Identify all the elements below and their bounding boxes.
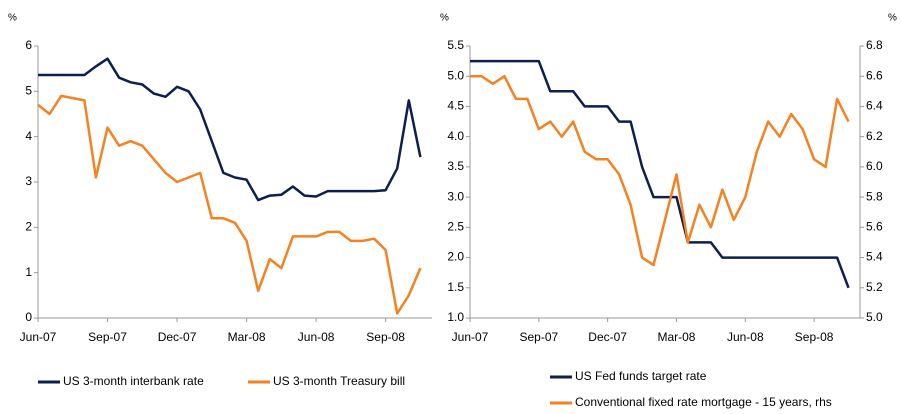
y-tick-label: 5.0 <box>447 68 464 82</box>
y2-unit: % <box>888 13 897 24</box>
y-tick-label: 6 <box>25 38 32 52</box>
y-tick-label: 4.5 <box>447 99 464 113</box>
x-tick-label: Sep-07 <box>519 330 558 344</box>
legend-label: US 3-month interbank rate <box>63 374 204 388</box>
y2-tick-label: 6.0 <box>866 159 883 173</box>
legend-label: US Fed funds target rate <box>575 369 707 383</box>
y2-tick-label: 6.8 <box>866 38 883 52</box>
y2-tick-label: 5.8 <box>866 189 883 203</box>
legend-label: US 3-month Treasury bill <box>273 374 405 388</box>
series-line <box>470 74 850 267</box>
y-tick-label: 4.0 <box>447 129 464 143</box>
x-tick-label: Sep-07 <box>88 330 127 344</box>
y-tick-label: 1.5 <box>447 280 464 294</box>
series-line <box>37 94 422 315</box>
y-tick-label: 5 <box>25 84 32 98</box>
y-tick-label: 4 <box>25 129 32 143</box>
x-tick-label: Sep-08 <box>795 330 834 344</box>
series-line <box>470 59 850 289</box>
y-tick-label: 2.0 <box>447 250 464 264</box>
y-tick-label: 1.0 <box>447 310 464 324</box>
y-tick-label: 3.5 <box>447 159 464 173</box>
x-tick-label: Dec-07 <box>588 330 627 344</box>
y2-tick-label: 5.2 <box>866 280 883 294</box>
x-tick-label: Jun-07 <box>20 330 57 344</box>
y-tick-label: 0 <box>25 310 32 324</box>
x-tick-label: Jun-08 <box>298 330 335 344</box>
y-unit: % <box>8 13 17 24</box>
y-tick-label: 3.0 <box>447 189 464 203</box>
y2-tick-label: 5.4 <box>866 250 883 264</box>
series-line <box>38 57 422 202</box>
y-tick-label: 2.5 <box>447 220 464 234</box>
x-tick-label: Sep-08 <box>366 330 405 344</box>
x-tick-label: Dec-07 <box>158 330 197 344</box>
y-unit: % <box>440 13 449 24</box>
y2-tick-label: 6.2 <box>866 129 883 143</box>
y-tick-label: 1 <box>25 265 32 279</box>
y2-tick-label: 6.6 <box>866 68 883 82</box>
x-tick-label: Jun-07 <box>452 330 489 344</box>
y2-tick-label: 5.6 <box>866 220 883 234</box>
x-tick-label: Mar-08 <box>657 330 695 344</box>
y-tick-label: 3 <box>25 174 32 188</box>
y-tick-label: 2 <box>25 220 32 234</box>
y-tick-label: 5.5 <box>447 38 464 52</box>
y2-tick-label: 6.4 <box>866 99 883 113</box>
x-tick-label: Mar-08 <box>228 330 266 344</box>
x-tick-label: Jun-08 <box>727 330 764 344</box>
y2-tick-label: 5.0 <box>866 310 883 324</box>
legend-label: Conventional fixed rate mortgage - 15 ye… <box>575 395 832 409</box>
